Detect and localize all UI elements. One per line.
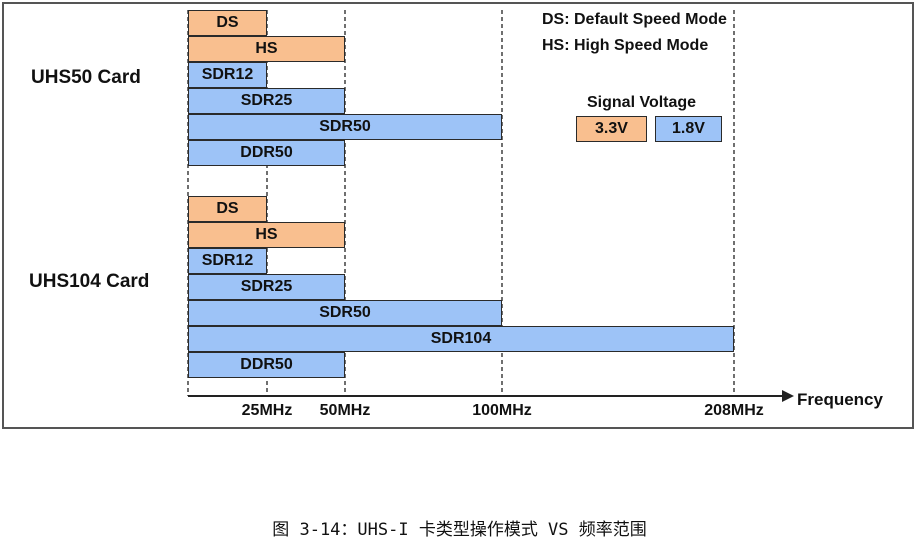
uhs104-card-label: UHS104 Card — [29, 271, 150, 292]
uhs50-mode-bar-sdr12: SDR12 — [188, 62, 267, 88]
axis-layer — [187, 10, 794, 402]
uhs104-mode-bar-ds: DS — [188, 196, 267, 222]
uhs50-card-label: UHS50 Card — [31, 67, 141, 88]
tick-label-100mhz: 100MHz — [472, 402, 532, 419]
axis-label-frequency: Frequency — [797, 390, 883, 409]
ds-legend-note: DS: Default Speed Mode — [542, 11, 727, 28]
uhs50-mode-bar-hs: HS — [188, 36, 345, 62]
uhs50-mode-bar-sdr50: SDR50 — [188, 114, 502, 140]
uhs104-mode-bar-sdr104: SDR104 — [188, 326, 734, 352]
tick-label-50mhz: 50MHz — [319, 402, 371, 419]
uhs104-mode-bar-hs: HS — [188, 222, 345, 248]
voltage-3v3-swatch: 3.3V — [576, 116, 647, 142]
axis-arrow-head — [782, 390, 794, 402]
tick-label-25mhz: 25MHz — [241, 402, 293, 419]
uhs104-mode-bar-sdr50: SDR50 — [188, 300, 502, 326]
hs-legend-note: HS: High Speed Mode — [542, 37, 709, 54]
signal-voltage-title: Signal Voltage — [587, 94, 697, 111]
uhs50-mode-bar-ds: DS — [188, 10, 267, 36]
tick-label-208mhz: 208MHz — [704, 402, 764, 419]
uhs104-mode-bar-ddr50: DDR50 — [188, 352, 345, 378]
uhs50-mode-bar-sdr25: SDR25 — [188, 88, 345, 114]
uhs104-mode-bar-sdr25: SDR25 — [188, 274, 345, 300]
uhs104-mode-bar-sdr12: SDR12 — [188, 248, 267, 274]
diagram-frame: DS HS SDR12 SDR25 SDR50 DDR50 DS HS SDR12 SDR25 SD… — [2, 2, 914, 429]
uhs50-mode-bar-ddr50: DDR50 — [188, 140, 345, 166]
figure-caption: 图 3-14：UHS-I 卡类型操作模式 VS 频率范围 — [272, 520, 647, 540]
voltage-1v8-swatch: 1.8V — [655, 116, 722, 142]
